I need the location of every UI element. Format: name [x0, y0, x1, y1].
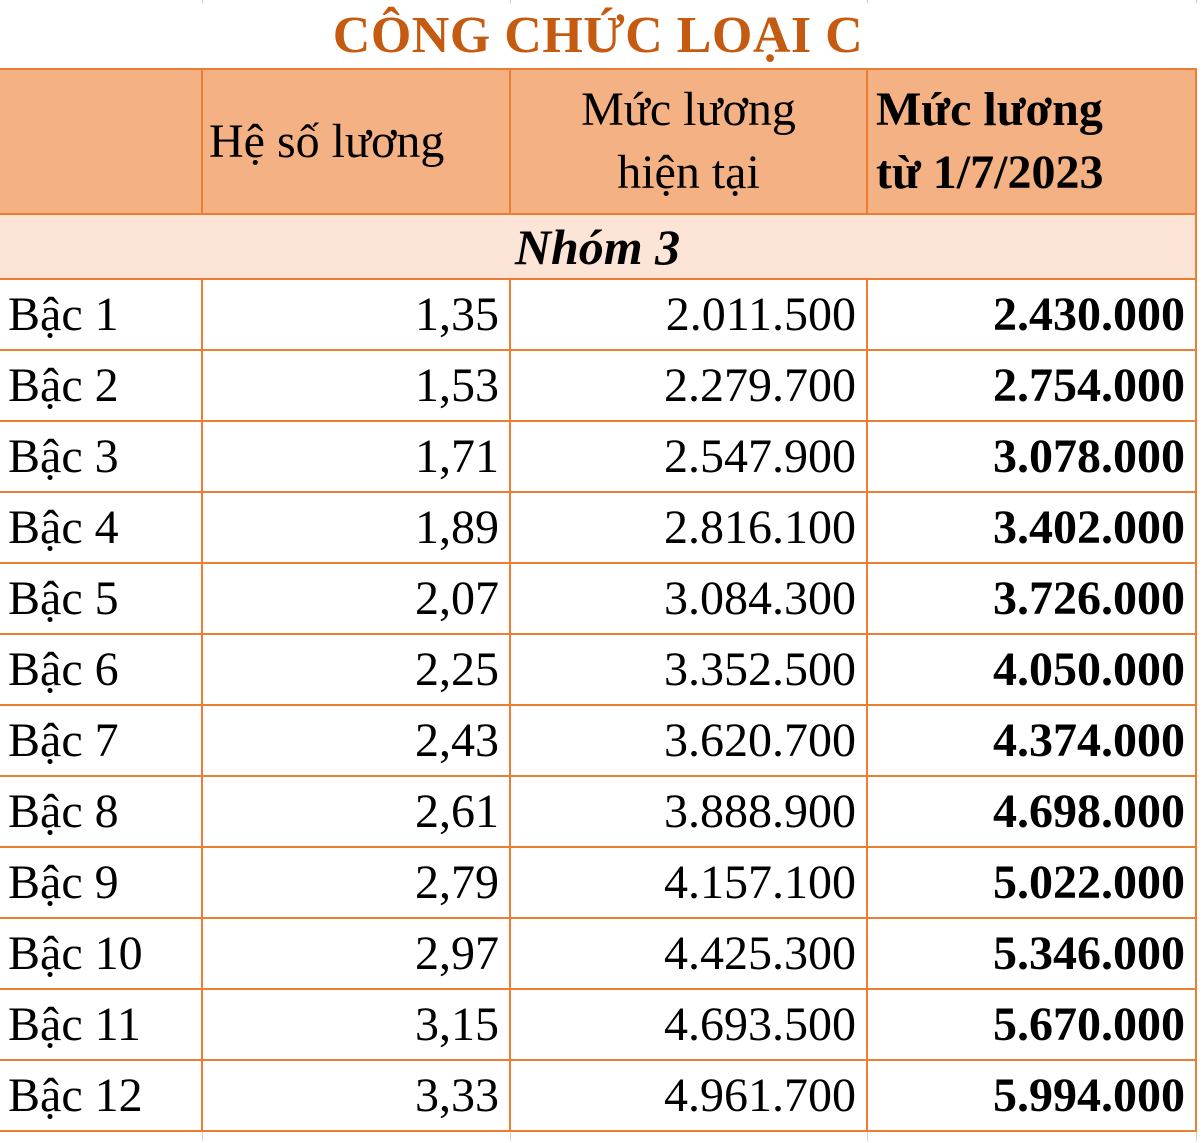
table-row: Bậc 3 1,71 2.547.900 3.078.000	[0, 420, 1197, 493]
current-salary-cell: 3.620.700	[509, 704, 868, 777]
header-new-line2: từ 1/7/2023	[876, 145, 1104, 199]
current-salary-cell: 4.961.700	[509, 1059, 868, 1132]
new-salary-cell: 5.346.000	[866, 917, 1197, 990]
coefficient-cell: 2,43	[201, 704, 511, 777]
current-salary-cell: 3.888.900	[509, 775, 868, 848]
header-current-line2: hiện tại	[617, 145, 760, 199]
table-row: Bậc 9 2,79 4.157.100 5.022.000	[0, 846, 1197, 919]
grid-line	[510, 1132, 511, 1141]
new-salary-cell: 3.078.000	[866, 420, 1197, 493]
coefficient-cell: 2,61	[201, 775, 511, 848]
level-cell: Bậc 3	[0, 420, 203, 493]
grid-line	[867, 1132, 868, 1141]
table-header-row: Hệ số lương Mức lương hiện tại Mức lương…	[0, 68, 1197, 215]
grid-line	[1196, 1132, 1197, 1141]
level-cell: Bậc 6	[0, 633, 203, 706]
coefficient-cell: 2,79	[201, 846, 511, 919]
new-salary-cell: 5.022.000	[866, 846, 1197, 919]
grid-line	[202, 0, 203, 3]
level-cell: Bậc 11	[0, 988, 203, 1061]
level-cell: Bậc 9	[0, 846, 203, 919]
grid-line	[510, 0, 511, 3]
coefficient-cell: 2,25	[201, 633, 511, 706]
new-salary-cell: 4.374.000	[866, 704, 1197, 777]
level-cell: Bậc 2	[0, 349, 203, 422]
table-row: Bậc 7 2,43 3.620.700 4.374.000	[0, 704, 1197, 777]
coefficient-cell: 1,53	[201, 349, 511, 422]
level-cell: Bậc 7	[0, 704, 203, 777]
table-row: Bậc 8 2,61 3.888.900 4.698.000	[0, 775, 1197, 848]
header-current-line1: Mức lương	[581, 83, 796, 137]
table-row: Bậc 4 1,89 2.816.100 3.402.000	[0, 491, 1197, 564]
header-current-salary: Mức lương hiện tại	[509, 68, 868, 215]
top-grid-sliver	[0, 0, 1203, 3]
current-salary-cell: 2.816.100	[509, 491, 868, 564]
salary-table: Hệ số lương Mức lương hiện tại Mức lương…	[0, 68, 1197, 1132]
table-row: Bậc 2 1,53 2.279.700 2.754.000	[0, 349, 1197, 422]
new-salary-cell: 3.726.000	[866, 562, 1197, 635]
level-cell: Bậc 1	[0, 278, 203, 351]
coefficient-cell: 1,71	[201, 420, 511, 493]
level-cell: Bậc 5	[0, 562, 203, 635]
grid-line	[1196, 0, 1197, 3]
header-coefficient: Hệ số lương	[201, 68, 511, 215]
table-row: Bậc 11 3,15 4.693.500 5.670.000	[0, 988, 1197, 1061]
level-cell: Bậc 4	[0, 491, 203, 564]
grid-line	[867, 0, 868, 3]
current-salary-cell: 3.084.300	[509, 562, 868, 635]
new-salary-cell: 3.402.000	[866, 491, 1197, 564]
bottom-grid-sliver	[0, 1132, 1203, 1141]
table-row: Bậc 6 2,25 3.352.500 4.050.000	[0, 633, 1197, 706]
current-salary-cell: 3.352.500	[509, 633, 868, 706]
new-salary-cell: 4.050.000	[866, 633, 1197, 706]
level-cell: Bậc 8	[0, 775, 203, 848]
new-salary-cell: 2.430.000	[866, 278, 1197, 351]
page-title: CÔNG CHỨC LOẠI C	[332, 7, 864, 64]
new-salary-cell: 5.994.000	[866, 1059, 1197, 1132]
coefficient-cell: 1,89	[201, 491, 511, 564]
table-row: Bậc 5 2,07 3.084.300 3.726.000	[0, 562, 1197, 635]
level-cell: Bậc 12	[0, 1059, 203, 1132]
coefficient-cell: 2,97	[201, 917, 511, 990]
current-salary-cell: 4.157.100	[509, 846, 868, 919]
current-salary-cell: 2.011.500	[509, 278, 868, 351]
header-empty-cell	[0, 68, 203, 215]
coefficient-cell: 3,15	[201, 988, 511, 1061]
coefficient-cell: 2,07	[201, 562, 511, 635]
new-salary-cell: 2.754.000	[866, 349, 1197, 422]
current-salary-cell: 2.279.700	[509, 349, 868, 422]
new-salary-cell: 4.698.000	[866, 775, 1197, 848]
title-row: CÔNG CHỨC LOẠI C	[0, 3, 1196, 68]
table-row: Bậc 1 1,35 2.011.500 2.430.000	[0, 278, 1197, 351]
current-salary-cell: 4.425.300	[509, 917, 868, 990]
new-salary-cell: 5.670.000	[866, 988, 1197, 1061]
header-new-salary: Mức lương từ 1/7/2023	[866, 68, 1197, 215]
group-label: Nhóm 3	[0, 213, 1197, 280]
coefficient-cell: 1,35	[201, 278, 511, 351]
grid-line	[202, 1132, 203, 1141]
level-cell: Bậc 10	[0, 917, 203, 990]
group-row: Nhóm 3	[0, 213, 1197, 280]
current-salary-cell: 2.547.900	[509, 420, 868, 493]
table-row: Bậc 12 3,33 4.961.700 5.994.000	[0, 1059, 1197, 1132]
table-row: Bậc 10 2,97 4.425.300 5.346.000	[0, 917, 1197, 990]
coefficient-cell: 3,33	[201, 1059, 511, 1132]
header-new-line1: Mức lương	[876, 83, 1103, 137]
current-salary-cell: 4.693.500	[509, 988, 868, 1061]
